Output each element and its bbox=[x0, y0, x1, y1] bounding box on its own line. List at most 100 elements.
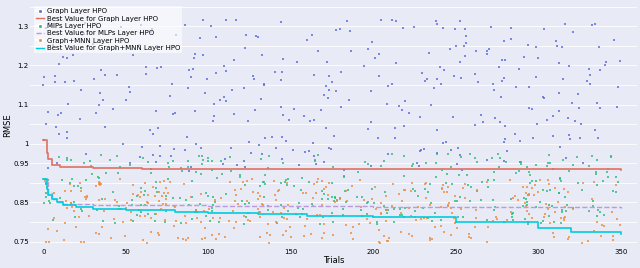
Point bbox=[511, 84, 521, 89]
Point bbox=[231, 219, 241, 224]
Point bbox=[545, 221, 555, 225]
Point bbox=[524, 212, 534, 217]
Point bbox=[539, 215, 549, 219]
Point bbox=[354, 221, 364, 226]
Point bbox=[40, 26, 51, 30]
Point bbox=[94, 180, 104, 184]
Point bbox=[540, 212, 550, 216]
Point bbox=[200, 91, 210, 95]
Point bbox=[300, 150, 310, 154]
Point bbox=[394, 207, 404, 212]
Point bbox=[59, 238, 69, 243]
Point bbox=[429, 86, 439, 90]
Point bbox=[482, 158, 492, 162]
Point bbox=[371, 207, 381, 211]
Point bbox=[331, 28, 341, 32]
Point bbox=[48, 218, 58, 222]
Point bbox=[81, 178, 92, 182]
Point bbox=[420, 182, 430, 186]
Point bbox=[108, 189, 118, 194]
Point bbox=[387, 82, 397, 86]
Point bbox=[506, 37, 516, 41]
Point bbox=[179, 182, 189, 186]
Point bbox=[79, 31, 89, 36]
Point bbox=[51, 125, 61, 129]
Point bbox=[524, 170, 534, 174]
Point bbox=[319, 92, 329, 97]
Point bbox=[330, 88, 340, 93]
Point bbox=[169, 146, 179, 151]
Point bbox=[533, 56, 543, 60]
Point bbox=[168, 196, 179, 200]
Point bbox=[339, 189, 349, 193]
Point bbox=[66, 189, 76, 193]
Point bbox=[116, 207, 127, 211]
Point bbox=[140, 193, 150, 197]
Point bbox=[414, 164, 424, 168]
Point bbox=[309, 154, 319, 158]
Point bbox=[535, 200, 545, 204]
Point bbox=[457, 168, 467, 172]
Point bbox=[191, 208, 201, 212]
Point bbox=[592, 220, 602, 225]
Point bbox=[508, 195, 518, 200]
Point bbox=[121, 98, 131, 102]
Point bbox=[237, 180, 248, 184]
Point bbox=[55, 196, 65, 200]
Point bbox=[483, 180, 493, 184]
Point bbox=[362, 201, 372, 205]
Point bbox=[164, 179, 175, 184]
Point bbox=[277, 70, 287, 75]
Point bbox=[219, 64, 229, 68]
Point bbox=[499, 76, 509, 80]
Point bbox=[276, 181, 286, 185]
Point bbox=[376, 201, 387, 206]
Point bbox=[202, 77, 212, 81]
Point bbox=[461, 41, 471, 46]
Point bbox=[404, 232, 414, 237]
Point bbox=[368, 215, 378, 219]
Point bbox=[264, 241, 274, 246]
Point bbox=[514, 67, 524, 72]
Point bbox=[43, 227, 53, 231]
Point bbox=[202, 194, 212, 198]
Point bbox=[161, 201, 171, 206]
Point bbox=[521, 191, 531, 196]
Point bbox=[364, 200, 374, 204]
Point bbox=[340, 199, 351, 204]
Point bbox=[91, 183, 101, 188]
Point bbox=[62, 56, 72, 60]
Point bbox=[381, 219, 391, 223]
Point bbox=[465, 235, 475, 240]
Point bbox=[407, 181, 417, 185]
Point bbox=[607, 210, 618, 214]
Point bbox=[257, 152, 267, 157]
Point bbox=[156, 207, 166, 211]
Point bbox=[387, 204, 397, 208]
Point bbox=[134, 214, 145, 218]
Point bbox=[278, 57, 288, 62]
Point bbox=[147, 153, 157, 157]
Point bbox=[211, 35, 221, 39]
Point bbox=[544, 214, 554, 218]
Point bbox=[575, 136, 585, 140]
Point bbox=[41, 191, 51, 195]
Point bbox=[115, 177, 125, 182]
Point bbox=[579, 161, 589, 165]
Point bbox=[558, 158, 568, 162]
Point bbox=[170, 111, 180, 115]
Point bbox=[157, 202, 168, 206]
Point bbox=[387, 152, 397, 157]
Point bbox=[163, 161, 173, 165]
Point bbox=[92, 25, 102, 29]
Point bbox=[522, 200, 532, 204]
Point bbox=[424, 51, 434, 55]
Point bbox=[72, 184, 83, 188]
Point bbox=[413, 205, 423, 209]
Legend: Graph Layer HPO, Best Value for Graph Layer HPO, MlPs Layer HPO, Best Value for : Graph Layer HPO, Best Value for Graph La… bbox=[34, 6, 182, 53]
Point bbox=[524, 192, 534, 196]
Point bbox=[408, 162, 418, 166]
Point bbox=[527, 216, 537, 220]
Point bbox=[527, 178, 537, 183]
Point bbox=[69, 200, 79, 204]
